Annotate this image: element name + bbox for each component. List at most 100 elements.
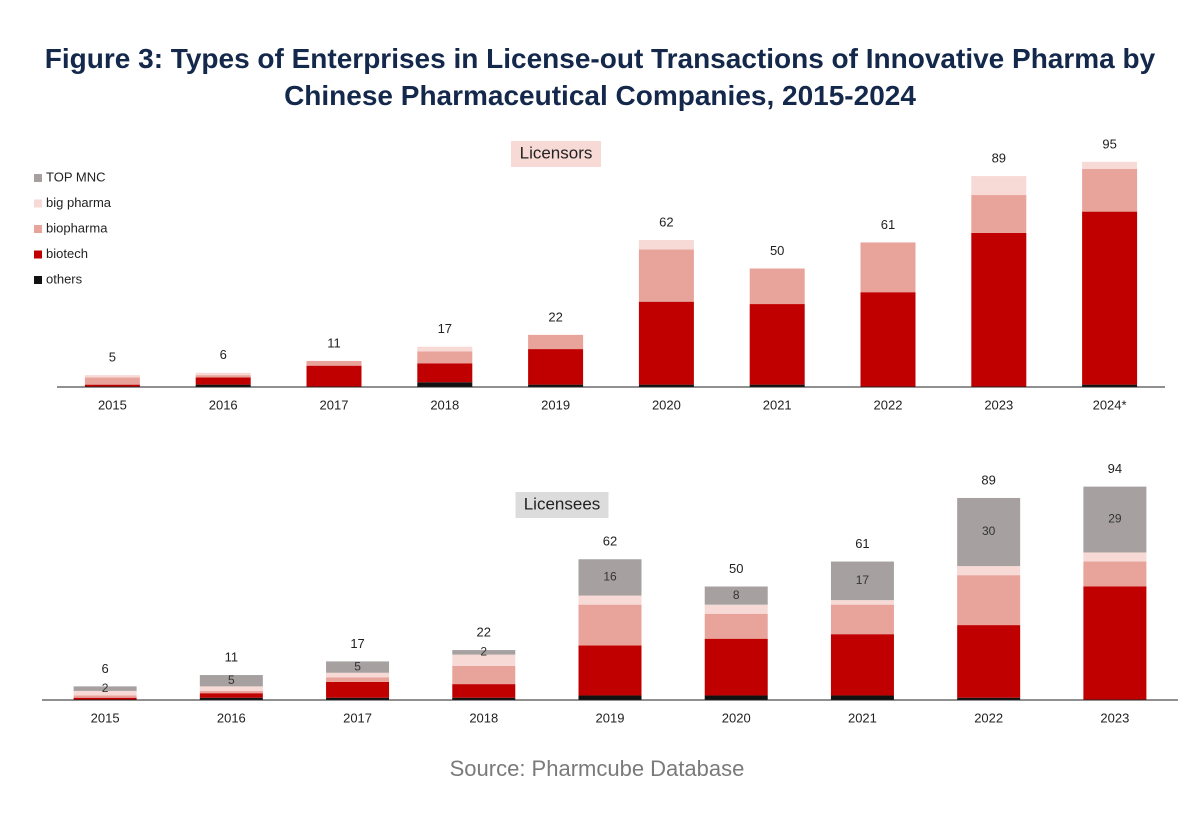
x-tick-label: 2021 [763,397,792,412]
figure-title: Figure 3: Types of Enterprises in Licens… [44,43,1156,111]
bar-segment [1082,161,1138,169]
bar-segment [84,375,140,378]
x-tick-label: 2016 [209,397,238,412]
bar-segment [578,695,642,700]
bar-segment [195,372,251,376]
x-tick-label: 2019 [541,397,570,412]
x-tick-label: 2018 [430,397,459,412]
bar-segment [195,384,251,387]
data-label: 8 [733,588,740,602]
bar-segment [417,382,473,387]
x-tick-label: 2017 [343,710,372,725]
legend-swatch [34,276,42,284]
bar-segment [84,384,140,387]
total-label: 62 [603,534,617,549]
x-tick-label: 2015 [91,710,120,725]
bar-segment [704,586,768,605]
bar-segment [452,650,516,655]
bar-segment [638,301,694,385]
total-label: 95 [1102,136,1116,151]
bar-segment [578,604,642,646]
chart-title: Licensees [524,494,601,513]
legend-label: others [46,271,83,286]
legend-label: biopharma [46,220,108,235]
x-tick-label: 2022 [974,710,1003,725]
x-tick-label: 2019 [596,710,625,725]
total-label: 17 [350,636,364,651]
bar-segment [971,176,1027,196]
bar-segment [971,195,1027,233]
chart-title: Licensors [520,143,593,162]
bar-segment [452,665,516,685]
total-label: 94 [1108,461,1122,476]
bar-segment [704,613,768,639]
total-label: 61 [881,217,895,232]
bar-segment [199,693,263,698]
bar-segment [84,377,140,385]
bar-segment [1082,211,1138,385]
bar-segment [957,497,1021,567]
bar-segment [1083,486,1147,553]
total-label: 50 [729,561,743,576]
x-tick-label: 2016 [217,710,246,725]
total-label: 6 [101,661,108,676]
source: Source: Pharmcube Database [450,756,745,781]
x-tick-label: 2024* [1093,397,1127,412]
bar-segment [1083,561,1147,587]
data-label: 5 [228,673,235,687]
bar-segment [73,690,137,696]
bar-segment [306,360,362,366]
bar-segment [199,686,263,691]
bar-segment [73,695,137,698]
x-tick-label: 2023 [984,397,1013,412]
bar-segment [199,697,263,700]
bar-segment [578,559,642,596]
chart-title-box [511,141,601,167]
x-tick-label: 2020 [652,397,681,412]
data-label: 2 [102,681,109,695]
bar-segment [638,249,694,302]
bar-segment [830,604,894,635]
bar-segment [452,697,516,700]
bar-segment [452,654,516,666]
bar-segment [417,363,473,383]
bar-segment [957,697,1021,700]
total-label: 50 [770,243,784,258]
bar-segment [860,292,916,387]
data-label: 30 [982,524,996,538]
bar-segment [830,634,894,696]
x-tick-label: 2020 [722,710,751,725]
bar-segment [73,686,137,691]
bar-segment [1082,384,1138,387]
bar-segment [195,377,251,385]
x-tick-label: 2021 [848,710,877,725]
bar-segment [417,346,473,352]
bar-segment [417,351,473,364]
bar-segment [306,365,362,387]
data-label: 5 [354,659,361,673]
bar-segment [749,384,805,387]
x-tick-label: 2023 [1100,710,1129,725]
bar-segment [1083,586,1147,700]
bar-segment [199,675,263,687]
total-label: 62 [659,214,673,229]
data-label: 2 [480,645,487,659]
bar-segment [704,695,768,700]
data-label: 29 [1108,512,1122,526]
bar-segment [326,697,390,700]
bar-segment [578,595,642,605]
bar-segment [326,661,390,673]
bar-segment [957,566,1021,576]
bar-segment [638,384,694,387]
bar-segment [195,375,251,378]
x-tick-label: 2017 [320,397,349,412]
bar-segment [73,697,137,700]
total-label: 89 [992,151,1006,166]
bar-segment [1082,168,1138,212]
total-label: 22 [477,624,491,639]
bar-segment [326,672,390,678]
bar-segment [638,240,694,250]
bar-segment [1083,552,1147,562]
total-label: 11 [225,649,239,664]
